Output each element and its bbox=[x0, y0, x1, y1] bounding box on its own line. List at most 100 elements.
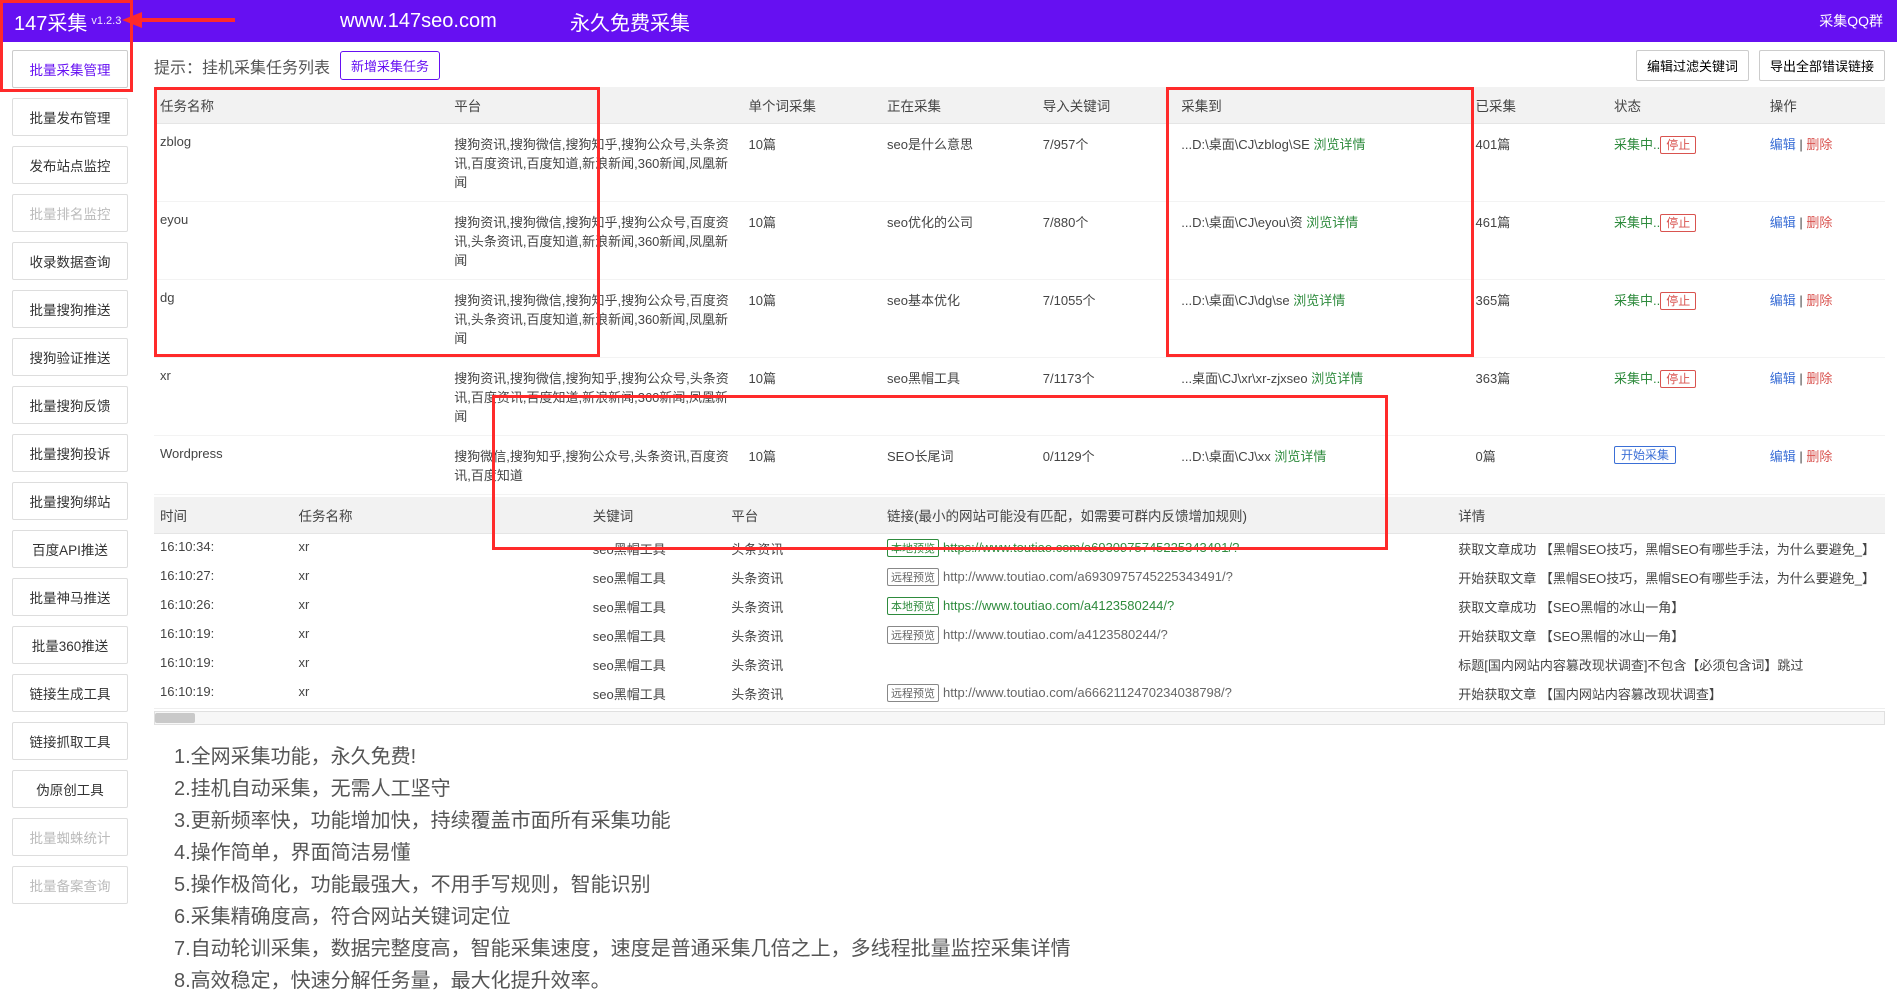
log-col-2: 关键词 bbox=[587, 497, 725, 534]
sidebar-item-13[interactable]: 链接生成工具 bbox=[12, 674, 128, 712]
stop-button[interactable]: 停止 bbox=[1660, 136, 1696, 154]
status-running: 采集中.. bbox=[1614, 371, 1660, 386]
task-row[interactable]: dg搜狗资讯,搜狗微信,搜狗知乎,搜狗公众号,百度资讯,头条资讯,百度知道,新浪… bbox=[154, 280, 1885, 358]
sidebar-item-15[interactable]: 伪原创工具 bbox=[12, 770, 128, 808]
log-url[interactable]: http://www.toutiao.com/a6662112470234038… bbox=[943, 685, 1232, 700]
browse-link[interactable]: 浏览详情 bbox=[1311, 371, 1363, 386]
cell-single: 10篇 bbox=[743, 124, 881, 202]
delete-link[interactable]: 删除 bbox=[1806, 137, 1832, 152]
edit-link[interactable]: 编辑 bbox=[1770, 137, 1796, 152]
feature-line: 7.自动轮训采集，数据完整度高，智能采集速度，速度是普通采集几倍之上，多线程批量… bbox=[174, 933, 1885, 965]
sidebar-item-0[interactable]: 批量采集管理 bbox=[12, 50, 128, 88]
log-url[interactable]: http://www.toutiao.com/a4123580244/? bbox=[943, 627, 1168, 642]
log-link: 本地预览 https://www.toutiao.com/a69309757452… bbox=[881, 534, 1452, 563]
log-table: 时间任务名称关键词平台链接(最小的网站可能没有匹配，如需要可群内反馈增加规则)详… bbox=[154, 497, 1885, 534]
task-row[interactable]: eyou搜狗资讯,搜狗微信,搜狗知乎,搜狗公众号,百度资讯,头条资讯,百度知道,… bbox=[154, 202, 1885, 280]
log-col-5: 详情 bbox=[1452, 497, 1885, 534]
delete-link[interactable]: 删除 bbox=[1806, 293, 1832, 308]
log-link: 远程预览 http://www.toutiao.com/a666211247023… bbox=[881, 679, 1452, 708]
log-link: 远程预览 http://www.toutiao.com/a693097574522… bbox=[881, 563, 1452, 592]
sidebar-nav: 批量采集管理批量发布管理发布站点监控批量排名监控收录数据查询批量搜狗推送搜狗验证… bbox=[0, 42, 140, 914]
delete-link[interactable]: 删除 bbox=[1806, 215, 1832, 230]
tag-local[interactable]: 本地预览 bbox=[887, 539, 939, 557]
feature-line: 1.全网采集功能，永久免费! bbox=[174, 741, 1885, 773]
cell-kw: 7/957个 bbox=[1037, 124, 1175, 202]
status-running: 采集中.. bbox=[1614, 137, 1660, 152]
sidebar-item-4[interactable]: 收录数据查询 bbox=[12, 242, 128, 280]
cell-name: eyou bbox=[154, 202, 448, 280]
cell-kw: 7/1055个 bbox=[1037, 280, 1175, 358]
cell-to: ...D:\桌面\CJ\dg\se 浏览详情 bbox=[1175, 280, 1469, 358]
task-row[interactable]: Wordpress搜狗微信,搜狗知乎,搜狗公众号,头条资讯,百度资讯,百度知道1… bbox=[154, 436, 1885, 495]
header-slogan: 永久免费采集 bbox=[570, 7, 690, 36]
status-running: 采集中.. bbox=[1614, 293, 1660, 308]
log-scrollbar[interactable] bbox=[154, 711, 1885, 725]
task-row[interactable]: xr搜狗资讯,搜狗微信,搜狗知乎,搜狗公众号,头条资讯,百度资讯,百度知道,新浪… bbox=[154, 358, 1885, 436]
sidebar-item-7[interactable]: 批量搜狗反馈 bbox=[12, 386, 128, 424]
browse-link[interactable]: 浏览详情 bbox=[1274, 449, 1326, 464]
log-row: 16:10:19:xrseo黑帽工具头条资讯远程预览http://www.tou… bbox=[154, 679, 1885, 708]
task-row[interactable]: zblog搜狗资讯,搜狗微信,搜狗知乎,搜狗公众号,头条资讯,百度资讯,百度知道… bbox=[154, 124, 1885, 202]
stop-button[interactable]: 停止 bbox=[1660, 214, 1696, 232]
log-url[interactable]: http://www.toutiao.com/a6930975745225343… bbox=[943, 569, 1233, 584]
qq-group-link[interactable]: 采集QQ群 bbox=[1819, 11, 1883, 31]
sidebar-item-10[interactable]: 百度API推送 bbox=[12, 530, 128, 568]
log-plat: 头条资讯 bbox=[725, 592, 881, 621]
sidebar-item-12[interactable]: 批量360推送 bbox=[12, 626, 128, 664]
browse-link[interactable]: 浏览详情 bbox=[1293, 293, 1345, 308]
cell-platform: 搜狗微信,搜狗知乎,搜狗公众号,头条资讯,百度资讯,百度知道 bbox=[448, 436, 742, 495]
sidebar-item-2[interactable]: 发布站点监控 bbox=[12, 146, 128, 184]
sidebar-item-1[interactable]: 批量发布管理 bbox=[12, 98, 128, 136]
main-panel: 提示：挂机采集任务列表 新增采集任务 编辑过滤关键词 导出全部错误链接 任务名称… bbox=[150, 42, 1897, 997]
log-url[interactable]: https://www.toutiao.com/a693097574522534… bbox=[943, 540, 1239, 555]
edit-link[interactable]: 编辑 bbox=[1770, 215, 1796, 230]
feature-line: 3.更新频率快，功能增加快，持续覆盖市面所有采集功能 bbox=[174, 805, 1885, 837]
sidebar-item-9[interactable]: 批量搜狗绑站 bbox=[12, 482, 128, 520]
cell-to: ...D:\桌面\CJ\zblog\SE 浏览详情 bbox=[1175, 124, 1469, 202]
tag-remote[interactable]: 远程预览 bbox=[887, 568, 939, 586]
log-url[interactable]: https://www.toutiao.com/a4123580244/? bbox=[943, 598, 1174, 613]
start-button[interactable]: 开始采集 bbox=[1614, 446, 1676, 464]
log-task: xr bbox=[292, 650, 586, 679]
stop-button[interactable]: 停止 bbox=[1660, 292, 1696, 310]
log-row: 16:10:27:xrseo黑帽工具头条资讯远程预览http://www.tou… bbox=[154, 563, 1885, 592]
tag-local[interactable]: 本地预览 bbox=[887, 597, 939, 615]
export-errors-button[interactable]: 导出全部错误链接 bbox=[1759, 50, 1885, 81]
tag-remote[interactable]: 远程预览 bbox=[887, 626, 939, 644]
log-link: 远程预览 http://www.toutiao.com/a4123580244/? bbox=[881, 621, 1452, 650]
sidebar-item-6[interactable]: 搜狗验证推送 bbox=[12, 338, 128, 376]
new-task-button[interactable]: 新增采集任务 bbox=[340, 51, 440, 80]
cell-coll: 461篇 bbox=[1470, 202, 1608, 280]
browse-link[interactable]: 浏览详情 bbox=[1313, 137, 1365, 152]
task-table: 任务名称平台单个词采集正在采集导入关键词采集到已采集状态操作 zblog搜狗资讯… bbox=[154, 87, 1885, 495]
log-task: xr bbox=[292, 679, 586, 708]
cell-to: ...D:\桌面\CJ\eyou\资 浏览详情 bbox=[1175, 202, 1469, 280]
log-detail: 获取文章成功 【黑帽SEO技巧，黑帽SEO有哪些手法，为什么要避免_】 bbox=[1452, 534, 1885, 563]
cell-ing: seo基本优化 bbox=[881, 280, 1037, 358]
delete-link[interactable]: 删除 bbox=[1806, 371, 1832, 386]
edit-link[interactable]: 编辑 bbox=[1770, 293, 1796, 308]
task-col-3: 正在采集 bbox=[881, 87, 1037, 124]
edit-filter-button[interactable]: 编辑过滤关键词 bbox=[1636, 50, 1749, 81]
cell-ing: seo黑帽工具 bbox=[881, 358, 1037, 436]
sidebar-item-14[interactable]: 链接抓取工具 bbox=[12, 722, 128, 760]
cell-to: ...D:\桌面\CJ\xx 浏览详情 bbox=[1175, 436, 1469, 495]
edit-link[interactable]: 编辑 bbox=[1770, 371, 1796, 386]
sidebar-item-11[interactable]: 批量神马推送 bbox=[12, 578, 128, 616]
cell-coll: 363篇 bbox=[1470, 358, 1608, 436]
edit-link[interactable]: 编辑 bbox=[1770, 449, 1796, 464]
log-task: xr bbox=[292, 534, 586, 563]
stop-button[interactable]: 停止 bbox=[1660, 370, 1696, 388]
delete-link[interactable]: 删除 bbox=[1806, 449, 1832, 464]
sidebar-item-5[interactable]: 批量搜狗推送 bbox=[12, 290, 128, 328]
app-header: 147采集 v1.2.3 www.147seo.com 永久免费采集 采集QQ群 bbox=[0, 0, 1897, 42]
sidebar-item-8[interactable]: 批量搜狗投诉 bbox=[12, 434, 128, 472]
browse-link[interactable]: 浏览详情 bbox=[1306, 215, 1358, 230]
task-col-2: 单个词采集 bbox=[743, 87, 881, 124]
tag-remote[interactable]: 远程预览 bbox=[887, 684, 939, 702]
log-link: 本地预览 https://www.toutiao.com/a4123580244/… bbox=[881, 592, 1452, 621]
log-task: xr bbox=[292, 621, 586, 650]
log-col-1: 任务名称 bbox=[292, 497, 586, 534]
log-col-0: 时间 bbox=[154, 497, 292, 534]
features-list: 1.全网采集功能，永久免费!2.挂机自动采集，无需人工坚守3.更新频率快，功能增… bbox=[174, 741, 1885, 997]
